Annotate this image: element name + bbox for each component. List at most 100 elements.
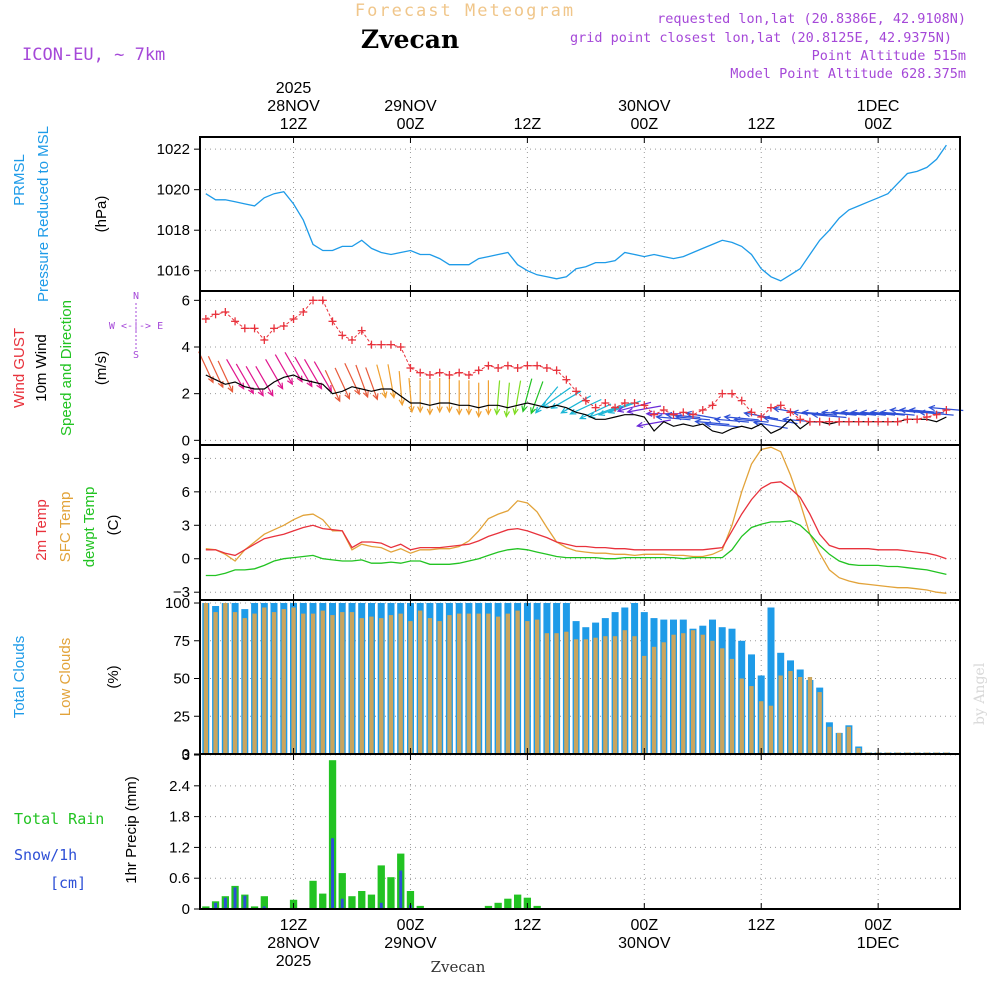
wind-arrow-head <box>898 407 907 414</box>
low-clouds-bar <box>817 692 822 754</box>
low-clouds-bar <box>379 618 384 754</box>
rain-legend-label: Total Rain <box>14 810 104 828</box>
low-clouds-bar <box>700 634 705 754</box>
precip-axis-label: 1hr Precip (mm) <box>123 776 140 884</box>
rain-bar <box>348 896 356 909</box>
low-clouds-bar <box>856 748 861 754</box>
y-tick-label: 3 <box>182 517 190 534</box>
low-clouds-bar <box>564 631 569 754</box>
low-clouds-bar <box>232 612 238 754</box>
snow-bar <box>223 897 227 909</box>
wind-arrow-head <box>850 409 858 416</box>
wind-arrow-head <box>521 405 528 413</box>
wind-arrow-head <box>446 406 453 414</box>
wind-arrow-head <box>316 382 323 390</box>
low-clouds-bar <box>778 675 783 754</box>
rain-bar <box>202 906 210 909</box>
low-clouds-bar <box>671 634 676 754</box>
low-clouds-bar <box>271 612 277 754</box>
dewpoint-line <box>205 520 947 577</box>
y-tick-label: 1018 <box>157 222 190 239</box>
y-tick-label: 1016 <box>157 263 190 280</box>
wind-unit-label: (m/s) <box>93 351 110 385</box>
snow-bar <box>340 898 344 909</box>
bottom-time-label: 29NOV <box>384 935 437 952</box>
y-tick-label: 50 <box>173 671 190 688</box>
bottom-time-label: 00Z <box>864 917 892 934</box>
total-clouds-label: Total Clouds <box>11 636 28 719</box>
low-clouds-bar <box>710 640 715 754</box>
low-clouds-bar <box>466 613 471 754</box>
bottom-time-label: 30NOV <box>618 935 671 952</box>
y-tick-label: 0 <box>182 551 190 568</box>
wind-arrow-head <box>296 375 303 383</box>
top-time-label: 00Z <box>397 116 425 133</box>
low-clouds-bar <box>476 613 481 754</box>
wind-arrow-head <box>859 409 868 416</box>
wind-direction-arrow <box>245 365 264 397</box>
wind-direction-arrow <box>505 382 510 417</box>
low-clouds-bar <box>340 612 345 754</box>
bottom-time-label: 12Z <box>514 917 542 934</box>
wind-arrow-head <box>713 416 721 423</box>
wind-arrow-head <box>485 408 492 416</box>
wind-direction-arrow <box>841 411 876 416</box>
low-clouds-bar <box>320 610 325 754</box>
low-clouds-bar <box>612 636 618 754</box>
wind-arrow-head <box>674 414 682 421</box>
wind-direction-arrow <box>724 416 759 421</box>
wind-arrow-head <box>436 406 443 414</box>
wind-direction-arrow <box>715 418 749 423</box>
rain-bar <box>358 891 366 909</box>
wind-arrow-head <box>830 409 838 416</box>
rain-bar <box>250 906 259 909</box>
bottom-time-label: 00Z <box>631 917 659 934</box>
low-clouds-bar <box>573 639 579 754</box>
y-tick-label: 6 <box>182 484 190 501</box>
wind-arrow-head <box>465 408 473 416</box>
pressure-label-msl: Pressure Reduced to MSL <box>35 126 52 302</box>
wind-direction-arrow <box>705 423 740 428</box>
low-clouds-bar <box>749 686 754 754</box>
low-clouds-bar <box>242 618 247 754</box>
low-clouds-bar <box>729 658 735 754</box>
wind-direction-arrow <box>496 380 501 415</box>
rain-bar <box>319 893 327 909</box>
top-time-label: 28NOV <box>267 98 320 115</box>
temp-dewpt-label: dewpt Temp <box>81 487 98 568</box>
low-clouds-bar <box>505 613 510 754</box>
snow-bar <box>243 895 247 909</box>
axes-layer: 10161018102010220246−30369025507510000.6… <box>157 80 961 970</box>
rain-bar <box>260 896 268 909</box>
y-tick-label: 75 <box>173 633 190 650</box>
wind-arrow-head <box>248 387 254 395</box>
low-clouds-bar <box>398 613 403 754</box>
wind-arrow-head <box>908 407 916 414</box>
y-tick-label: 0 <box>182 432 190 449</box>
wind-direction-arrow <box>387 364 395 398</box>
low-clouds-bar <box>690 630 696 754</box>
top-time-label: 1DEC <box>857 98 900 115</box>
low-clouds-bar <box>593 637 598 754</box>
snow-bar <box>262 906 266 909</box>
bottom-time-label: 12Z <box>747 917 775 934</box>
wind-direction-arrow <box>812 413 847 419</box>
wind-arrow-head <box>503 410 511 418</box>
rain-bar <box>416 905 424 909</box>
wind-arrow-head <box>408 406 415 414</box>
low-clouds-bar <box>681 633 686 754</box>
top-time-label: 29NOV <box>384 98 437 115</box>
low-clouds-bar <box>788 671 793 754</box>
wind-direction-arrow <box>734 418 769 423</box>
wind-direction-arrow <box>324 370 341 402</box>
low-clouds-bar <box>408 621 413 754</box>
low-clouds-bar <box>768 705 774 754</box>
low-clouds-bar <box>369 616 374 754</box>
wind-arrow-head <box>781 416 790 423</box>
wind-arrow-head <box>635 421 644 429</box>
grid-point-coordinates: grid point closest lon,lat (20.8125E, 42… <box>570 30 952 46</box>
pressure-unit-label: (hPa) <box>93 196 110 233</box>
wind-arrow-head <box>238 382 245 390</box>
snow-bar <box>233 887 237 909</box>
